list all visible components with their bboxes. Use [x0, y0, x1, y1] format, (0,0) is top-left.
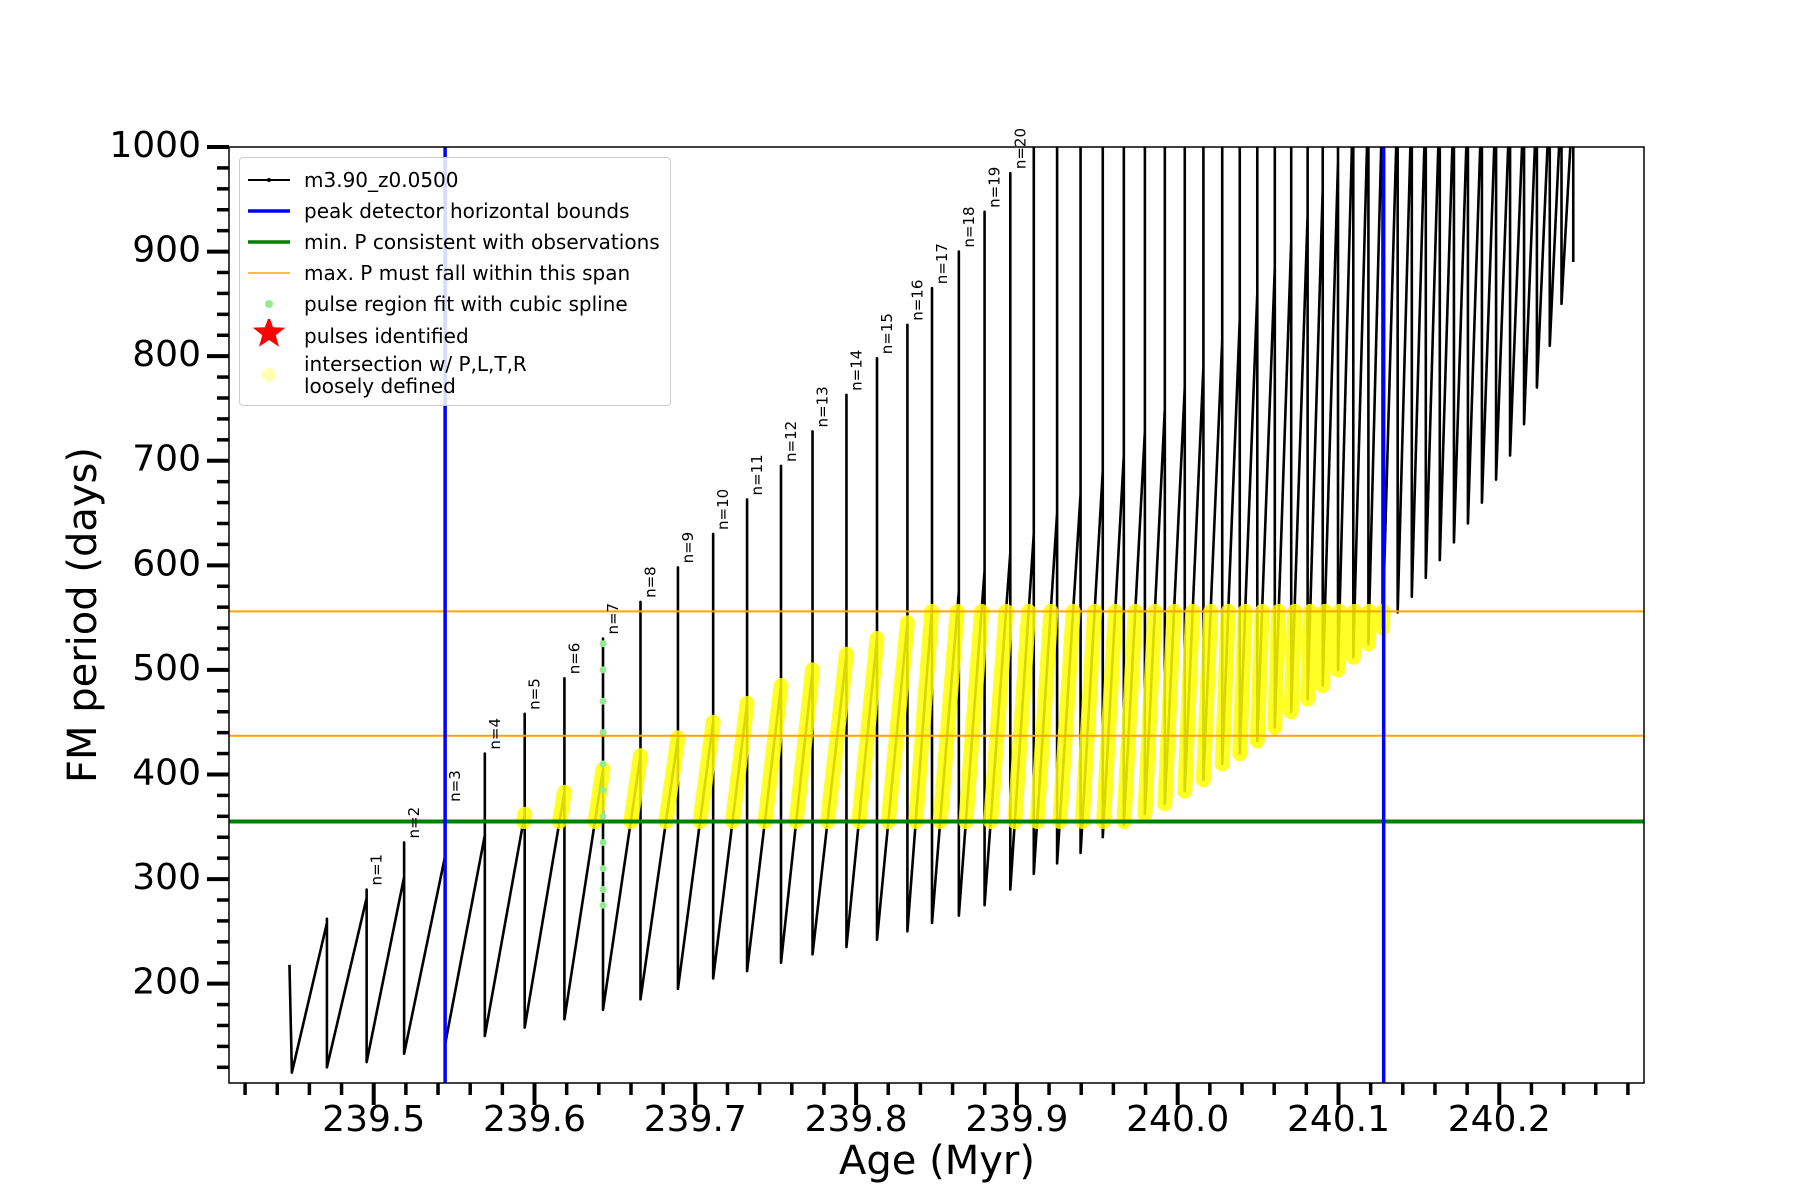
y-tick-label: 600 [132, 543, 201, 584]
pulse-label: n=11 [748, 454, 766, 495]
y-tick-label: 900 [132, 230, 201, 271]
pulse-label: n=5 [526, 678, 544, 710]
pulse-label: n=16 [908, 280, 926, 321]
pulse-label: n=9 [679, 532, 697, 564]
pulse-label: n=7 [604, 603, 622, 635]
fit-point [599, 812, 607, 820]
fit-point [599, 865, 607, 873]
legend-symbol [262, 368, 276, 382]
pulse-label: n=8 [641, 566, 659, 598]
legend-label: pulses identified [304, 324, 469, 348]
pulse-label: n=6 [565, 643, 583, 675]
highlight-line [515, 603, 1391, 830]
pulse-label: n=4 [486, 718, 504, 750]
legend-entry: m3.90_z0.0500 [246, 164, 660, 195]
x-tick-label: 239.9 [965, 1099, 1068, 1140]
x-tick-label: 239.8 [805, 1099, 908, 1140]
legend-entry: pulse region fit with cubic spline [246, 288, 660, 319]
pulse-label: n=3 [446, 770, 464, 802]
fit-point [599, 886, 607, 894]
pulse-label: n=14 [847, 350, 865, 391]
legend-label: pulse region fit with cubic spline [304, 291, 628, 316]
pulse-label: n=13 [814, 386, 832, 427]
legend-entry: pulses identified [246, 319, 660, 353]
legend-label: intersection w/ P,L,T,R loosely defined [304, 352, 527, 398]
plot-area [229, 147, 1644, 1083]
y-tick-label: 700 [132, 439, 201, 480]
legend-handle [248, 271, 290, 274]
legend-label: m3.90_z0.0500 [304, 167, 459, 192]
legend-label: peak detector horizontal bounds [304, 198, 630, 223]
fit-point [599, 729, 607, 737]
x-tick-label: 240.1 [1287, 1099, 1390, 1140]
legend-entry: max. P must fall within this span [246, 257, 660, 288]
x-tick-label: 240.0 [1126, 1099, 1229, 1140]
y-tick-label: 800 [132, 334, 201, 375]
legend-handle [252, 319, 286, 347]
x-tick-label: 239.5 [322, 1099, 425, 1140]
legend-handle [248, 177, 290, 182]
x-tick-label: 239.7 [644, 1099, 747, 1140]
pulse-label: n=17 [933, 243, 951, 284]
pulse-label: n=10 [714, 489, 732, 530]
legend-symbol [267, 177, 271, 182]
fit-point [599, 760, 607, 768]
pulse-label: n=2 [405, 807, 423, 839]
y-axis-label: FM period (days) [60, 447, 106, 783]
legend-symbol [265, 299, 273, 308]
x-tick-label: 240.2 [1448, 1099, 1551, 1140]
pulse-label: n=1 [368, 854, 386, 886]
legend-handle [262, 368, 276, 382]
legend-label: min. P consistent with observations [304, 229, 660, 254]
y-tick-label: 300 [132, 857, 201, 898]
pulse-label: n=18 [960, 206, 978, 247]
legend-handle [248, 239, 290, 244]
pulse-label: n=20 [1011, 128, 1029, 169]
y-tick-label: 400 [132, 752, 201, 793]
data-line [288, 147, 1575, 1074]
y-tick-label: 200 [132, 962, 201, 1003]
x-axis-label: Age (Myr) [839, 1138, 1035, 1184]
legend-handle [248, 208, 290, 213]
y-tick-label: 1000 [109, 125, 201, 166]
fit-point [599, 901, 607, 909]
legend-entry: peak detector horizontal bounds [246, 195, 660, 226]
fit-point [599, 838, 607, 846]
fit-point [599, 697, 607, 705]
x-tick-label: 239.6 [483, 1099, 586, 1140]
axes-frame [228, 146, 1645, 1084]
y-tick-label: 500 [132, 648, 201, 689]
legend-handle [265, 299, 273, 308]
legend-entry: min. P consistent with observations [246, 226, 660, 257]
legend-entry: intersection w/ P,L,T,R loosely defined [246, 353, 660, 397]
fit-point [599, 666, 607, 674]
pulse-label: n=12 [782, 421, 800, 462]
legend-symbol [252, 319, 286, 347]
pulse-label: n=19 [986, 167, 1004, 208]
legend-label: max. P must fall within this span [304, 260, 631, 285]
pulse-label: n=15 [878, 313, 896, 354]
fit-point [599, 640, 607, 648]
fit-point [599, 786, 607, 794]
